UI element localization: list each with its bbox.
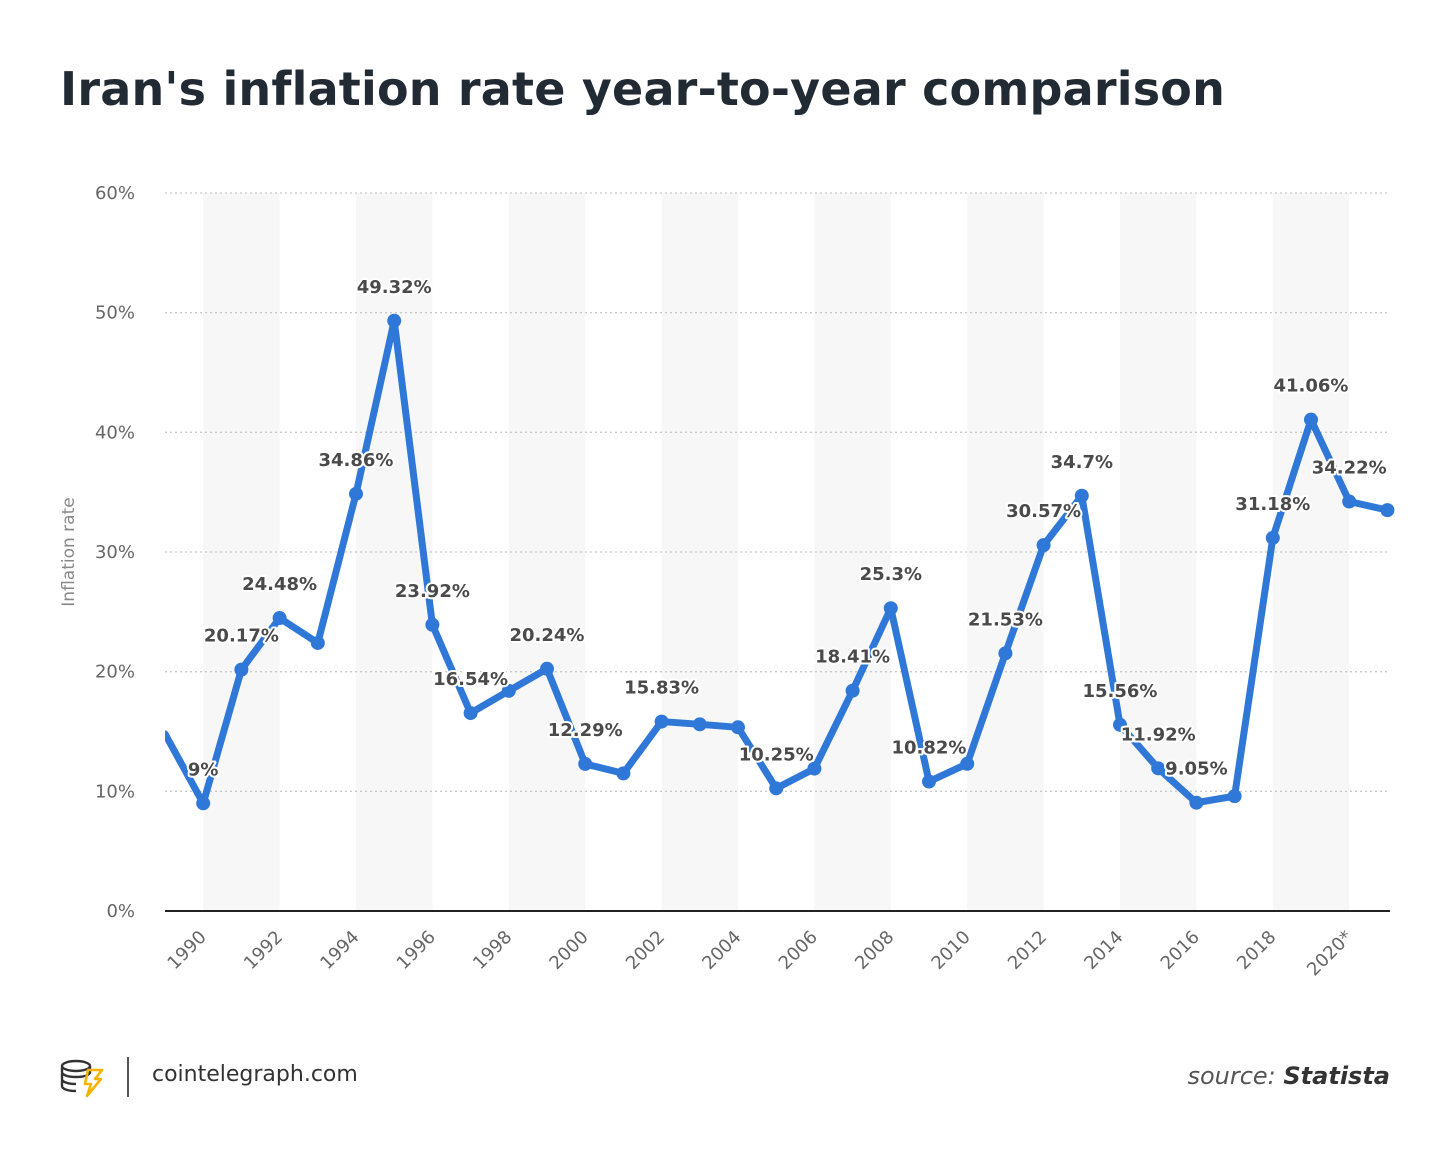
data-point <box>1227 789 1242 804</box>
year-band <box>814 193 891 911</box>
cointelegraph-logo-icon <box>58 1056 106 1102</box>
data-point <box>769 781 784 796</box>
x-tick-label: 2008 <box>851 927 898 974</box>
x-tick-label: 2020* <box>1303 927 1357 981</box>
x-tick-label: 2002 <box>622 927 669 974</box>
data-point <box>501 683 516 698</box>
data-label: 34.86% <box>319 450 394 471</box>
x-axis-ticks: 1990 1992 1994 1996 1998 2000 2002 2004 2006 2008… <box>163 927 1356 981</box>
footer-source: source: Statista <box>1187 1062 1390 1090</box>
data-label: 15.56% <box>1083 681 1158 702</box>
data-label: 23.92% <box>395 581 470 602</box>
series-line <box>165 317 1391 807</box>
data-label: 10.25% <box>739 744 814 765</box>
data-point <box>731 720 745 735</box>
data-label: 11.92% <box>1121 724 1196 745</box>
data-point <box>272 611 287 626</box>
data-point <box>387 313 402 328</box>
chart-title: Iran's inflation rate year-to-year compa… <box>60 62 1226 116</box>
data-point <box>196 796 211 811</box>
data-label: 30.57% <box>1006 501 1081 522</box>
data-label: 21.53% <box>968 609 1043 630</box>
data-point <box>234 662 249 677</box>
y-tick-label: 30% <box>95 542 135 563</box>
y-axis-ticks: 0% 10% 20% 30% 40% 50% 60% <box>95 183 135 922</box>
data-point <box>1304 412 1318 427</box>
data-point <box>1151 761 1166 776</box>
data-label: 16.54% <box>433 669 508 690</box>
x-tick-label: 1992 <box>240 927 287 974</box>
x-tick-label: 1996 <box>393 927 440 974</box>
data-label: 18.41% <box>815 647 890 668</box>
y-axis-label: Inflation rate <box>59 497 79 606</box>
data-label: 34.22% <box>1312 458 1387 479</box>
data-label: 20.17% <box>204 626 279 647</box>
data-point <box>349 486 363 501</box>
data-point <box>922 774 936 789</box>
data-label: 15.83% <box>624 678 699 699</box>
data-point <box>463 706 478 721</box>
y-tick-label: 20% <box>95 662 135 683</box>
x-tick-label: 2000 <box>545 927 592 974</box>
data-label: 24.48% <box>242 574 317 595</box>
data-point <box>616 766 631 781</box>
data-point <box>960 756 975 771</box>
data-label: 25.3% <box>860 564 922 585</box>
data-label: 9.05% <box>1165 759 1227 780</box>
x-tick-label: 2006 <box>775 927 822 974</box>
data-point <box>654 714 669 729</box>
data-point <box>1380 503 1395 518</box>
data-point <box>310 635 325 650</box>
data-label: 12.29% <box>548 720 623 741</box>
data-point <box>1113 717 1127 732</box>
x-tick-label: 2014 <box>1080 927 1127 974</box>
data-point <box>1036 538 1051 553</box>
data-label: 9% <box>188 759 219 780</box>
x-tick-label: 1990 <box>163 927 210 974</box>
data-label: 20.24% <box>510 625 585 646</box>
footer-divider <box>127 1057 129 1097</box>
data-point <box>883 601 898 616</box>
source-prefix: source: <box>1187 1062 1276 1090</box>
x-tick-label: 2010 <box>927 927 974 974</box>
y-tick-label: 40% <box>95 422 135 443</box>
data-point <box>540 661 554 676</box>
data-point <box>692 717 707 732</box>
data-point <box>578 756 593 771</box>
x-tick-label: 1994 <box>316 927 363 974</box>
data-points <box>196 313 1395 811</box>
x-tick-label: 2004 <box>698 927 745 974</box>
data-point <box>845 683 860 698</box>
data-point <box>807 761 822 776</box>
year-band <box>356 193 433 911</box>
data-label: 31.18% <box>1235 494 1310 515</box>
y-tick-label: 0% <box>106 901 135 922</box>
source-name: Statista <box>1283 1062 1390 1090</box>
x-tick-label: 2016 <box>1157 927 1204 974</box>
data-point <box>1074 488 1089 503</box>
data-point <box>1342 494 1357 509</box>
data-label: 10.82% <box>892 738 967 759</box>
x-tick-label: 1998 <box>469 927 516 974</box>
y-tick-label: 10% <box>95 781 135 802</box>
data-label: 34.7% <box>1051 452 1113 473</box>
data-point <box>1189 795 1204 810</box>
footer-site-name: cointelegraph.com <box>152 1062 358 1087</box>
gridlines <box>165 192 1390 792</box>
y-tick-label: 60% <box>95 183 135 204</box>
data-point <box>425 617 440 632</box>
x-tick-label: 2018 <box>1233 927 1280 974</box>
data-labels: 9% 20.17% 24.48% 34.86% 49.32% 23.92% 16.54% 20… <box>186 275 1389 782</box>
data-label: 41.06% <box>1274 376 1349 397</box>
x-tick-label: 2012 <box>1004 927 1051 974</box>
data-point <box>1265 530 1280 545</box>
data-label: 49.32% <box>357 277 432 298</box>
data-point <box>998 646 1013 661</box>
y-tick-label: 50% <box>95 303 135 324</box>
